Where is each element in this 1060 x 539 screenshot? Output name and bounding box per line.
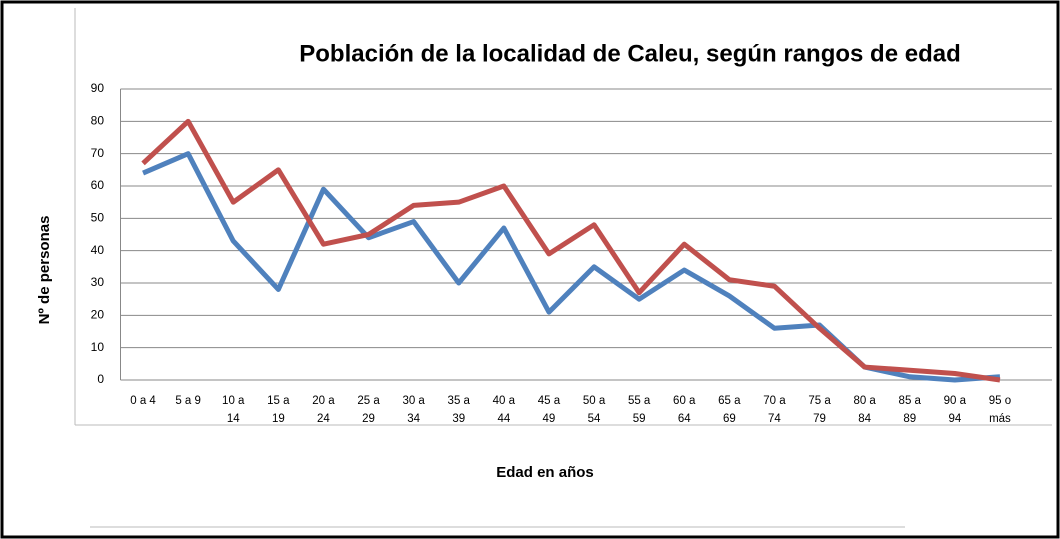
y-tick-label: 40 <box>91 243 105 257</box>
x-tick-label: 15 a 19 <box>267 395 290 425</box>
y-tick-label: 0 <box>97 372 104 386</box>
chart-title: Población de la localidad de Caleu, segú… <box>299 40 961 67</box>
series-line <box>141 118 1001 383</box>
y-tick-label: 50 <box>91 211 105 225</box>
x-tick-label: 65 a 69 <box>718 395 741 425</box>
x-tick-label: 35 a 39 <box>447 395 470 425</box>
x-axis-label: Edad en años <box>496 464 594 481</box>
x-tick-label: 85 a 89 <box>898 395 921 425</box>
x-tick-label: 25 a 29 <box>357 395 380 425</box>
x-tick-label: 40 a 44 <box>492 395 516 425</box>
x-tick-label: 0 a 4 <box>130 395 156 407</box>
series-line <box>142 151 1001 383</box>
y-tick-label: 20 <box>91 308 105 322</box>
x-tick-label: 80 a 84 <box>853 395 876 425</box>
y-tick-label: 70 <box>91 146 105 160</box>
x-tick-label: 10 a 14 <box>222 395 245 425</box>
x-tick-label: 70 a 74 <box>763 395 786 425</box>
x-tick-label: 50 a 54 <box>582 395 606 425</box>
x-tick-label: 20 a 24 <box>312 395 335 425</box>
x-tick-label: 5 a 9 <box>175 395 201 407</box>
x-tick-label: 90 a 94 <box>943 395 967 425</box>
y-tick-label: 60 <box>91 178 105 192</box>
y-tick-label: 80 <box>91 114 105 128</box>
x-tick-label: 30 a 34 <box>402 395 425 425</box>
x-tick-label: 75 a 79 <box>808 395 831 425</box>
y-tick-label: 90 <box>91 81 105 95</box>
x-tick-label: 45 a 49 <box>537 395 561 425</box>
x-tick-label: 60 a 64 <box>673 395 696 425</box>
x-tick-label: 55 a 59 <box>627 395 651 425</box>
y-tick-label: 30 <box>91 275 105 289</box>
x-tick-label: 95 o más <box>988 395 1012 425</box>
y-tick-label: 10 <box>91 340 105 354</box>
y-axis-label: Nº de personas <box>36 216 53 325</box>
